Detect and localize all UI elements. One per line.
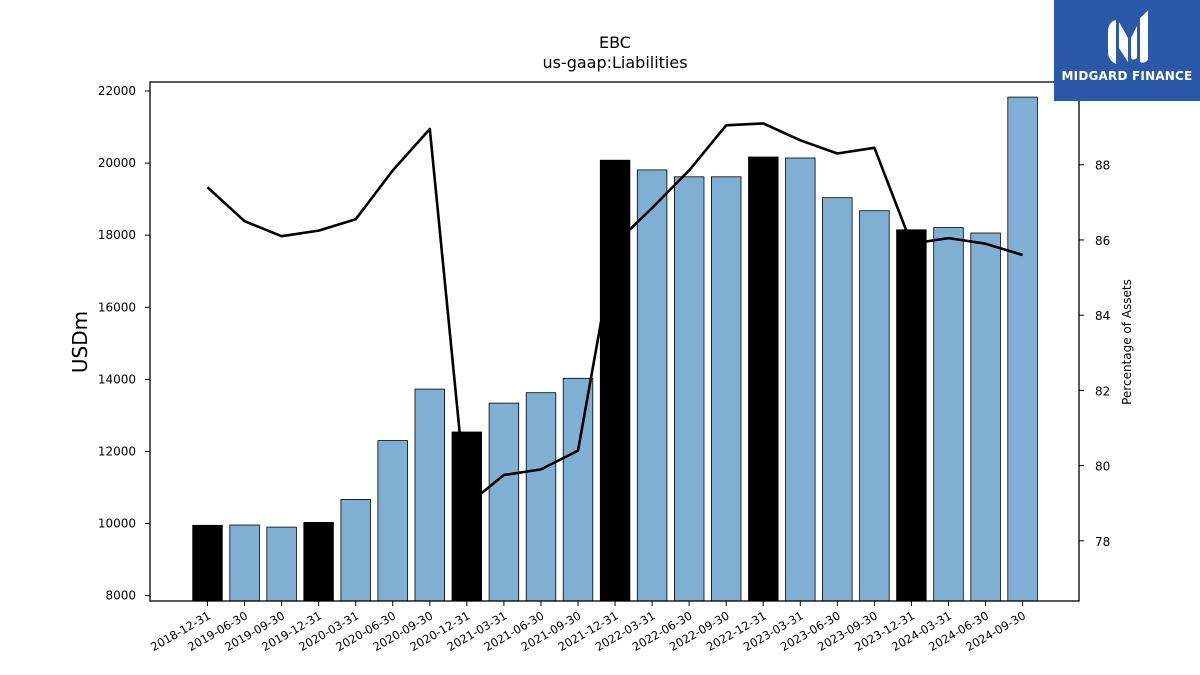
bar-2019-09-30 [266, 526, 297, 602]
bar-2022-06-30 [674, 176, 705, 602]
y-tick-label: 10000 [98, 517, 136, 531]
y2-axis-label: Percentage of Assets [1120, 279, 1134, 405]
y-tick-label: 22000 [98, 84, 136, 98]
chart-subtitle: us-gaap:Liabilities [542, 53, 687, 72]
bar-2021-12-31 [599, 159, 631, 602]
bar-2021-09-30 [562, 377, 594, 602]
bar-2022-03-31 [636, 169, 668, 602]
brand-name: MIDGARD FINANCE [1061, 69, 1193, 83]
bar-2019-12-31 [303, 522, 334, 602]
brand-logo: MIDGARD FINANCE [1054, 0, 1200, 101]
y2-tick-label: 86 [1095, 234, 1110, 248]
y-axis-label: USDm [68, 311, 92, 373]
bar-2020-06-30 [377, 440, 408, 602]
bar-2020-12-31 [451, 431, 483, 602]
bar-2019-06-30 [229, 524, 260, 602]
bar-2021-06-30 [525, 392, 557, 602]
percentage-of-assets-line [206, 122, 1023, 507]
right-axis-ticks: 78 80 82 84 86 88 [1079, 159, 1110, 549]
y2-tick-label: 88 [1095, 159, 1110, 173]
y-tick-label: 12000 [98, 444, 136, 458]
y-tick-label: 8000 [105, 589, 136, 603]
y2-tick-label: 82 [1095, 384, 1110, 398]
plot-frame [149, 81, 1080, 602]
y-tick-label: 14000 [98, 372, 136, 386]
bar-2024-06-30 [970, 232, 1001, 602]
y-tick-label: 18000 [98, 228, 136, 242]
bar-2020-03-31 [340, 498, 371, 602]
bars-layer [192, 96, 1038, 602]
bar-2021-03-31 [488, 402, 520, 602]
bar-2024-09-30 [1007, 96, 1038, 602]
bar-2022-12-31 [748, 156, 779, 602]
x-axis-ticks: 2018-12-312019-06-302019-09-302019-12-31… [148, 601, 1028, 654]
y-tick-label: 16000 [98, 300, 136, 314]
chart-title: EBC [599, 33, 631, 52]
y-tick-label: 20000 [98, 156, 136, 170]
bar-2023-12-31 [896, 229, 927, 602]
y2-tick-label: 80 [1095, 460, 1110, 474]
y2-tick-label: 84 [1095, 309, 1110, 323]
y2-tick-label: 78 [1095, 535, 1110, 549]
bar-2018-12-31 [192, 524, 223, 602]
bar-2023-03-31 [785, 157, 816, 602]
bar-2023-09-30 [859, 210, 890, 602]
midgard-logo-icon [1108, 10, 1148, 64]
left-axis-ticks: 8000 10000 12000 14000 16000 18000 20000 22000 [98, 84, 150, 603]
bar-2023-06-30 [822, 197, 853, 602]
bar-2024-03-31 [933, 227, 964, 602]
bar-2022-09-30 [711, 176, 742, 602]
bar-2020-09-30 [414, 388, 446, 602]
